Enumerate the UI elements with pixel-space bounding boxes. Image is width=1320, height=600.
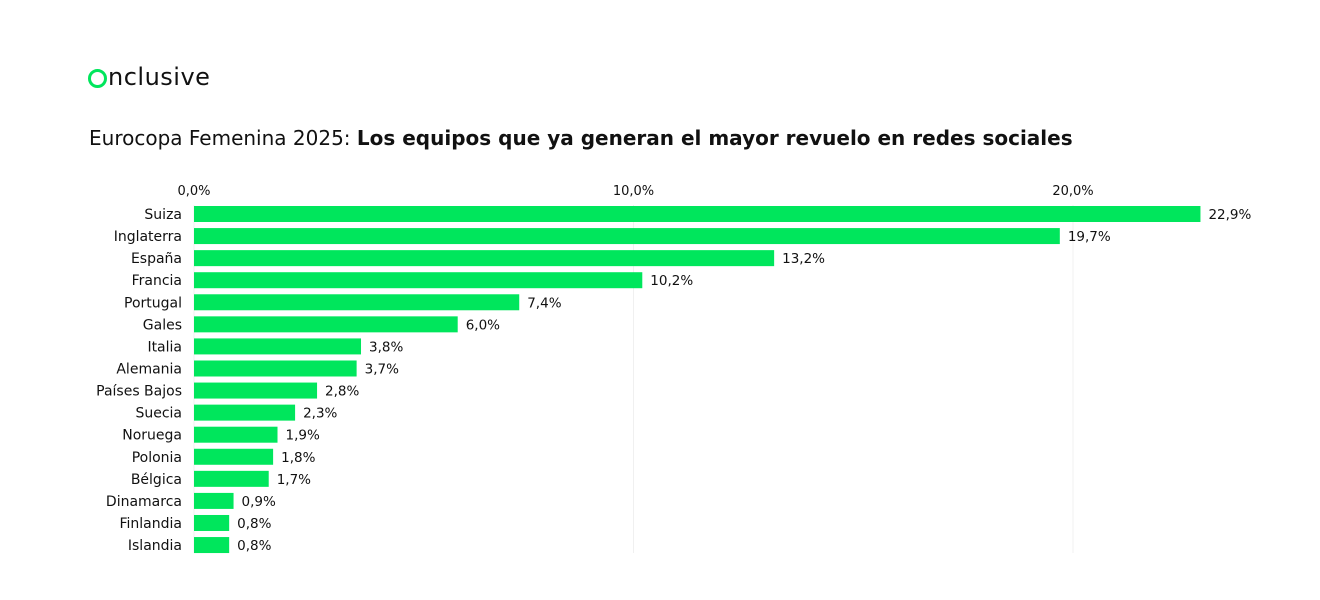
value-label: 2,3% [303,406,337,422]
value-label: 19,7% [1068,229,1111,245]
value-label: 13,2% [782,251,825,267]
chart-title-bold: Los equipos que ya generan el mayor revu… [356,126,1073,150]
bar [194,382,318,399]
logo-text: nclusive [108,63,211,91]
value-label: 1,7% [277,472,311,488]
category-label: Inglaterra [114,229,182,245]
value-label: 10,2% [650,273,693,289]
bar [194,470,269,487]
value-label: 1,8% [281,450,315,466]
category-labels: Suiza Inglaterra España Francia Portugal Gale… [96,207,182,554]
category-label: Noruega [122,428,182,444]
value-label: 1,9% [286,428,320,444]
value-label: 0,8% [237,516,271,532]
bar [194,404,296,421]
x-tick-label: 10,0% [613,184,654,199]
category-label: Polonia [132,450,182,466]
x-axis: 0,0% 10,0% 20,0% [177,184,1093,199]
chart-title-lead: Eurocopa Femenina 2025: [89,126,357,150]
category-label: Gales [143,317,182,333]
value-label: 3,8% [369,339,403,355]
value-label: 0,9% [242,494,276,510]
category-label: Países Bajos [96,384,182,400]
value-label: 0,8% [237,538,271,554]
x-tick-label: 20,0% [1052,184,1093,199]
category-label: Francia [132,273,182,289]
category-label: Bélgica [131,472,182,488]
bar [194,537,230,554]
value-label: 7,4% [527,295,561,311]
category-label: Dinamarca [106,494,182,510]
bar [194,338,362,355]
category-label: Suecia [135,406,182,422]
category-label: Finlandia [120,516,183,532]
chart-title: Eurocopa Femenina 2025: Los equipos que … [89,126,1073,150]
value-label: 6,0% [466,317,500,333]
category-label: Italia [147,339,182,355]
bars [194,206,1201,554]
value-label: 22,9% [1208,207,1251,223]
bar [194,294,520,311]
value-label: 3,7% [365,361,399,377]
value-labels: 22,9% 19,7% 13,2% 10,2% 7,4% 6,0% 3,8% 3,7% 2,8%… [237,207,1251,554]
bar [194,492,234,509]
bar [194,206,1201,222]
bar [194,426,278,443]
logo-ring-icon [88,69,107,88]
bar [194,514,230,531]
onclusive-logo: nclusive [88,63,210,91]
bar [194,316,458,333]
category-label: Islandia [128,538,182,554]
bar [194,448,274,465]
x-tick-label: 0,0% [177,184,210,199]
bar [194,360,357,377]
value-label: 2,8% [325,384,359,400]
category-label: Suiza [144,207,182,223]
bar [194,250,775,267]
category-label: España [131,251,182,267]
category-label: Portugal [124,295,182,311]
category-label: Alemania [116,361,182,377]
bar [194,228,1060,245]
bar [194,272,643,289]
